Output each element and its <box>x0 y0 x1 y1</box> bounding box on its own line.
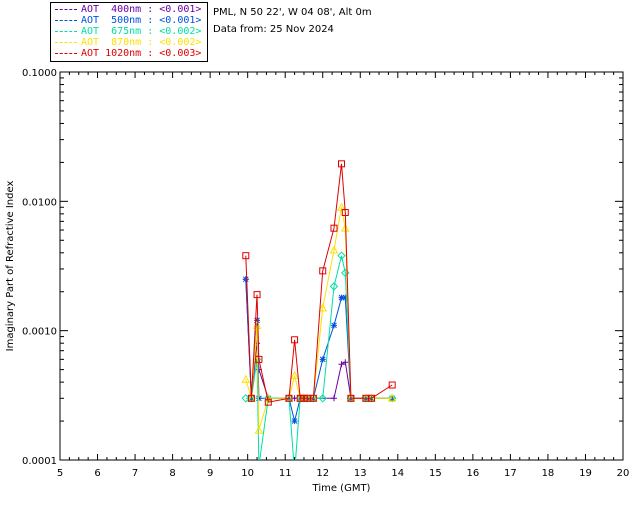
data-point <box>318 303 328 312</box>
data-point <box>255 395 262 402</box>
legend-swatch <box>55 9 77 10</box>
x-tick-label: 19 <box>579 468 592 479</box>
x-tick-label: 14 <box>391 468 404 479</box>
data-point <box>241 374 251 383</box>
data-point <box>319 356 326 363</box>
data-point <box>337 251 346 260</box>
data-point <box>338 160 345 168</box>
legend-entry: AOT 870nm : <0.002> <box>51 37 207 48</box>
data-point <box>338 361 345 368</box>
data-point <box>254 425 264 434</box>
x-tick-label: 13 <box>354 468 367 479</box>
x-tick-label: 17 <box>504 468 517 479</box>
legend-label: AOT 675nm : <0.002> <box>81 26 202 37</box>
site-info: PML, N 50 22', W 04 08', Alt 0m <box>213 7 372 18</box>
data-point <box>285 394 293 402</box>
y-tick-label: 0.0100 <box>22 197 57 208</box>
data-point <box>341 268 350 278</box>
series-line <box>245 255 393 460</box>
data-point <box>264 398 272 406</box>
x-tick-label: 15 <box>429 468 442 479</box>
y-tick-label: 0.1000 <box>22 68 57 79</box>
data-point <box>341 208 349 216</box>
x-tick-label: 10 <box>241 468 254 479</box>
legend-swatch <box>55 42 77 43</box>
plot-frame <box>59 71 624 461</box>
x-tick-label: 8 <box>169 468 175 479</box>
x-tick-label: 7 <box>132 468 138 479</box>
data-point <box>255 462 262 469</box>
data-point <box>309 394 317 402</box>
x-tick-label: 12 <box>316 468 329 479</box>
x-tick-label: 16 <box>466 468 479 479</box>
data-point <box>329 245 339 254</box>
data-point <box>291 469 298 476</box>
x-axis-label: Time (GMT) <box>312 483 371 494</box>
data-point <box>340 223 350 232</box>
data-point <box>291 336 299 344</box>
data-point <box>247 394 255 402</box>
legend-entry: AOT 675nm : <0.002> <box>51 26 207 37</box>
data-point <box>319 267 327 275</box>
x-tick-label: 6 <box>94 468 100 479</box>
plot-axes: 5 6 7 8 9 10 11 12 13 14 15 16 17 18 19 20 0.0001 0.0010 0… <box>5 68 629 494</box>
data-point <box>329 282 339 291</box>
series-line <box>245 163 393 403</box>
series-line <box>245 279 393 399</box>
y-tick-label: 0.0001 <box>22 456 57 467</box>
date-info: Data from: 25 Nov 2024 <box>213 24 334 35</box>
legend-swatch <box>55 20 77 21</box>
data-point <box>342 359 349 366</box>
legend-entry: AOT 1020nm : <0.003> <box>51 48 207 59</box>
data-point <box>347 394 355 402</box>
data-point <box>388 381 396 389</box>
x-tick-label: 20 <box>617 468 630 479</box>
data-point <box>337 202 346 211</box>
series-clip-group <box>241 160 397 476</box>
data-point <box>338 294 345 301</box>
series-layer <box>241 160 397 476</box>
data-point <box>296 394 304 402</box>
x-tick-label: 18 <box>542 468 555 479</box>
legend-entry: AOT 400nm : <0.001> <box>51 4 207 15</box>
legend-label: AOT 500nm : <0.001> <box>81 15 202 26</box>
data-point <box>330 395 337 402</box>
x-tick-label: 11 <box>279 468 292 479</box>
legend: AOT 400nm : <0.001> AOT 500nm : <0.001> … <box>50 2 208 62</box>
data-point <box>291 418 298 425</box>
legend-label: AOT 1020nm : <0.003> <box>81 48 202 59</box>
legend-entry: AOT 500nm : <0.001> <box>51 15 207 26</box>
data-point <box>318 394 327 403</box>
legend-label: AOT 870nm : <0.002> <box>81 37 202 48</box>
legend-swatch <box>55 53 77 54</box>
legend-swatch <box>55 31 77 32</box>
x-tick-label: 5 <box>57 468 63 479</box>
legend-label: AOT 400nm : <0.001> <box>81 4 202 15</box>
y-axis-label: Imaginary Part of Refractive Index <box>5 181 16 352</box>
data-point <box>242 252 250 260</box>
series-aot-1020nm <box>242 160 396 406</box>
data-point <box>254 317 261 324</box>
data-point <box>242 276 249 283</box>
series-aot-400nm <box>242 276 396 402</box>
y-tick-label: 0.0010 <box>22 327 57 338</box>
data-point <box>342 294 349 301</box>
data-point <box>368 394 376 402</box>
data-point <box>290 370 299 380</box>
data-point <box>255 355 263 363</box>
data-point <box>330 322 337 329</box>
data-point <box>300 394 308 402</box>
x-tick-label: 9 <box>207 468 213 479</box>
data-point <box>253 291 261 299</box>
data-point <box>387 393 397 402</box>
data-point <box>330 224 338 232</box>
series-aot-675nm <box>241 251 397 476</box>
